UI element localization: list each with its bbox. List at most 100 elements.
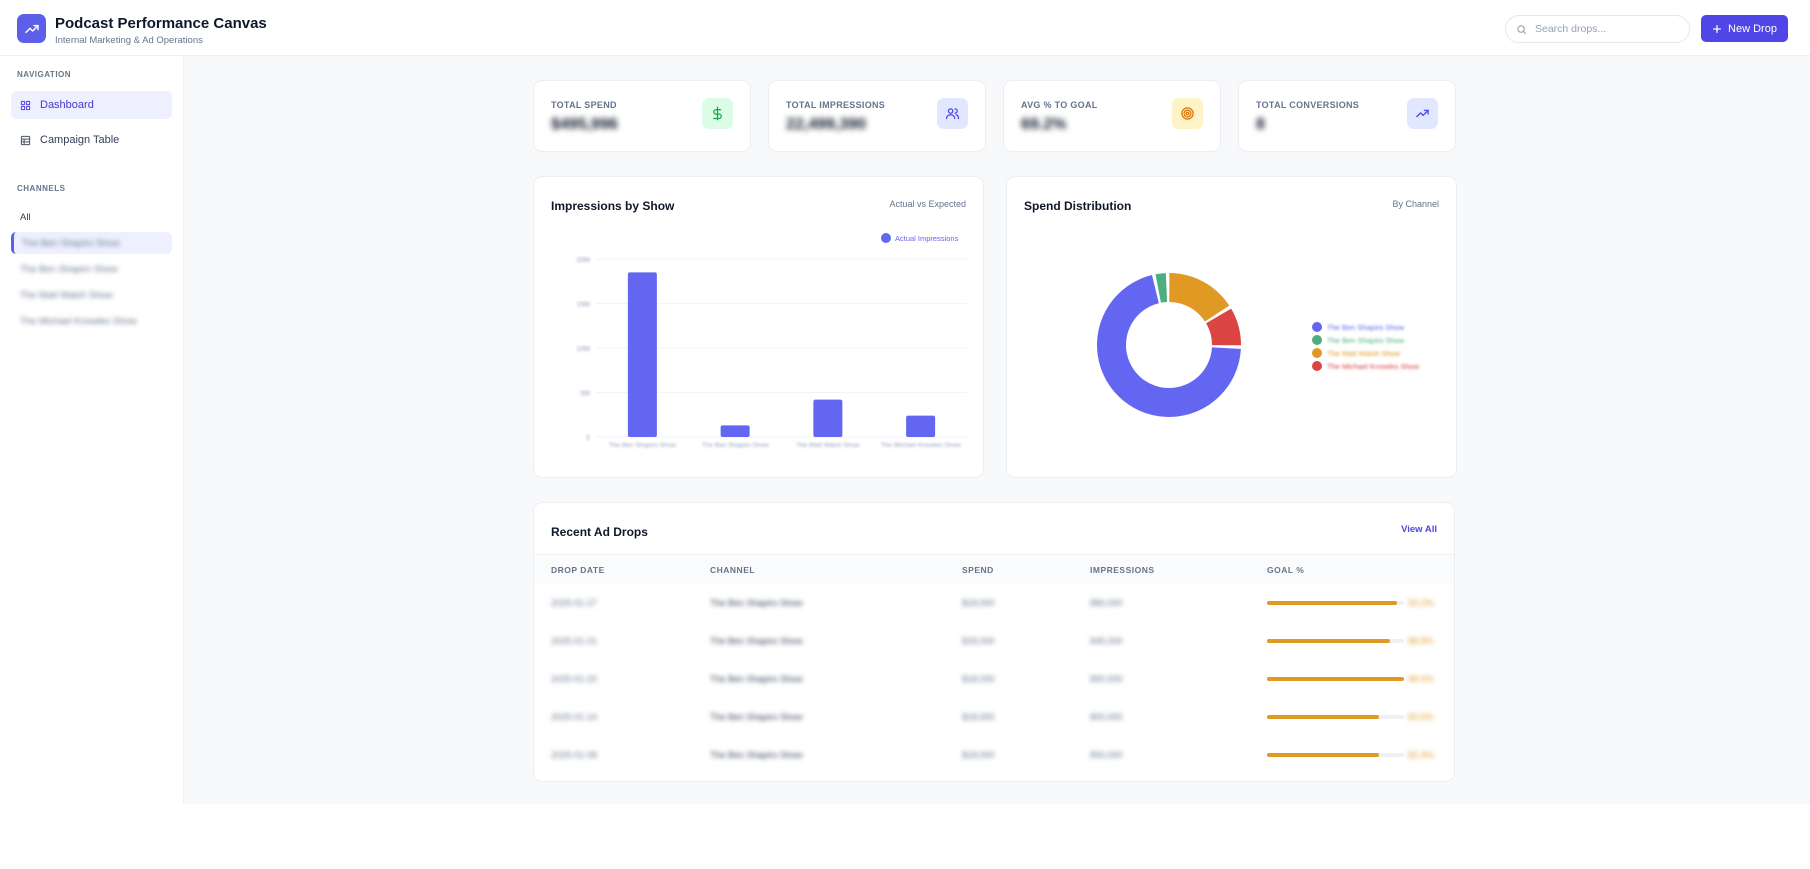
channel-item[interactable]: The Ben Shapiro Show bbox=[11, 258, 172, 280]
cell-goal: 93.2% bbox=[1408, 598, 1434, 608]
target-icon bbox=[1181, 107, 1194, 120]
stat-card-total-impressions: TOTAL IMPRESSIONS 22,499,390 bbox=[768, 80, 986, 152]
stat-icon-box bbox=[702, 98, 733, 129]
goal-progress-fill bbox=[1267, 715, 1380, 719]
channels-section-label: CHANNELS bbox=[17, 184, 66, 193]
channel-item[interactable]: The Michael Knowles Show bbox=[11, 310, 172, 332]
cell-spend: $18,000 bbox=[962, 750, 995, 760]
goal-progress-bar bbox=[1267, 601, 1404, 605]
table-row[interactable]: 2025-01-08 The Ben Shapiro Show $18,000 … bbox=[534, 736, 1454, 774]
cell-channel: The Ben Shapiro Show bbox=[710, 674, 803, 684]
cell-spend: $18,000 bbox=[962, 598, 995, 608]
stat-value: 69.2% bbox=[1021, 116, 1067, 133]
legend-swatch bbox=[1312, 322, 1322, 332]
app-title: Podcast Performance Canvas bbox=[55, 15, 267, 32]
app-logo bbox=[17, 14, 46, 43]
stat-card-avg-goal: AVG % TO GOAL 69.2% bbox=[1003, 80, 1221, 152]
x-tick-label: The Matt Walsh Show bbox=[796, 442, 860, 449]
table-row[interactable]: 2025-01-20 The Ben Shapiro Show $18,000 … bbox=[534, 660, 1454, 698]
impressions-chart-card: Impressions by Show Actual vs Expected 0… bbox=[533, 176, 984, 478]
legend-label: Actual Impressions bbox=[895, 234, 959, 243]
stat-icon-box bbox=[1407, 98, 1438, 129]
search-box[interactable] bbox=[1505, 15, 1690, 43]
card-title: Spend Distribution bbox=[1024, 199, 1132, 213]
stat-label: TOTAL IMPRESSIONS bbox=[786, 100, 886, 110]
cell-date: 2025-01-08 bbox=[551, 750, 598, 760]
channel-label: The Ben Shapiro Show bbox=[22, 237, 120, 249]
channel-item[interactable]: The Matt Walsh Show bbox=[11, 284, 172, 306]
cell-spend: $18,000 bbox=[962, 636, 995, 646]
column-header[interactable]: DROP DATE bbox=[551, 565, 605, 575]
cell-channel: The Ben Shapiro Show bbox=[710, 636, 803, 646]
goal-progress-fill bbox=[1267, 677, 1404, 681]
legend-swatch bbox=[1312, 361, 1322, 371]
goal-progress-bar bbox=[1267, 677, 1404, 681]
column-header[interactable]: IMPRESSIONS bbox=[1090, 565, 1155, 575]
cell-impressions: 845,000 bbox=[1090, 636, 1123, 646]
channel-label: The Michael Knowles Show bbox=[20, 315, 137, 327]
goal-progress-bar bbox=[1267, 715, 1404, 719]
sidebar-item-campaign-table[interactable]: Campaign Table bbox=[11, 126, 172, 154]
donut-slice bbox=[1169, 273, 1230, 322]
column-header[interactable]: GOAL % bbox=[1267, 565, 1305, 575]
stat-value: 22,499,390 bbox=[786, 116, 867, 133]
search-input[interactable] bbox=[1535, 23, 1675, 35]
table-row[interactable]: 2025-01-21 The Ben Shapiro Show $18,000 … bbox=[534, 622, 1454, 660]
goal-progress-bar bbox=[1267, 639, 1404, 643]
cell-date: 2025-01-21 bbox=[551, 636, 598, 646]
cell-spend: $18,000 bbox=[962, 712, 995, 722]
cell-goal: 98.4% bbox=[1408, 674, 1434, 684]
dollar-icon bbox=[713, 106, 722, 121]
goal-progress-fill bbox=[1267, 753, 1380, 757]
column-header[interactable]: CHANNEL bbox=[710, 565, 756, 575]
stat-value: 8 bbox=[1256, 116, 1265, 133]
stat-label: AVG % TO GOAL bbox=[1021, 100, 1098, 110]
donut-slice bbox=[1155, 273, 1168, 303]
channel-label: All bbox=[20, 211, 31, 223]
card-subtitle: By Channel bbox=[1392, 199, 1439, 209]
bar bbox=[906, 415, 936, 437]
legend-swatch bbox=[1312, 348, 1322, 358]
bar bbox=[627, 272, 657, 437]
column-header[interactable]: SPEND bbox=[962, 565, 994, 575]
cell-impressions: 880,000 bbox=[1090, 598, 1123, 608]
cell-impressions: 890,000 bbox=[1090, 674, 1123, 684]
legend-label: The Michael Knowles Show bbox=[1327, 362, 1420, 371]
card-title: Recent Ad Drops bbox=[551, 525, 648, 539]
cell-date: 2025-01-20 bbox=[551, 674, 598, 684]
card-subtitle: Actual vs Expected bbox=[889, 199, 966, 209]
stat-label: TOTAL SPEND bbox=[551, 100, 617, 110]
nav-section-label: NAVIGATION bbox=[17, 70, 72, 79]
channel-item[interactable]: The Ben Shapiro Show bbox=[11, 232, 172, 254]
donut-slice bbox=[1097, 275, 1241, 417]
cell-goal: 82.6% bbox=[1408, 712, 1434, 722]
stat-value: $495,996 bbox=[551, 116, 618, 133]
table-row[interactable]: 2025-01-14 The Ben Shapiro Show $18,000 … bbox=[534, 698, 1454, 736]
x-tick-label: The Ben Shapiro Show bbox=[702, 442, 769, 449]
sidebar-item-dashboard[interactable]: Dashboard bbox=[11, 91, 172, 119]
stat-icon-box bbox=[1172, 98, 1203, 129]
table-row[interactable]: 2025-01-27 The Ben Shapiro Show $18,000 … bbox=[534, 584, 1454, 622]
cell-date: 2025-01-27 bbox=[551, 598, 598, 608]
app-subtitle: Internal Marketing & Ad Operations bbox=[55, 35, 203, 46]
new-drop-button[interactable]: New Drop bbox=[1701, 15, 1788, 42]
cell-goal: 88.8% bbox=[1408, 636, 1434, 646]
legend-swatch bbox=[1312, 335, 1322, 345]
goal-progress-fill bbox=[1267, 601, 1398, 605]
view-all-link[interactable]: View All bbox=[1401, 524, 1437, 535]
trending-up-icon bbox=[1416, 109, 1429, 118]
cell-impressions: 800,000 bbox=[1090, 712, 1123, 722]
bar bbox=[813, 399, 843, 437]
cell-spend: $18,000 bbox=[962, 674, 995, 684]
trending-up-icon bbox=[24, 24, 39, 33]
page-footer-area bbox=[0, 804, 1810, 869]
spend-donut-chart: The Ben Shapiro Show The Ben Shapiro Show… bbox=[1097, 273, 1420, 417]
legend-label: The Ben Shapiro Show bbox=[1327, 323, 1405, 332]
channel-item-all[interactable]: All bbox=[11, 206, 172, 228]
search-icon bbox=[1517, 24, 1527, 34]
cell-channel: The Ben Shapiro Show bbox=[710, 750, 803, 760]
stat-label: TOTAL CONVERSIONS bbox=[1256, 100, 1360, 110]
goal-progress-bar bbox=[1267, 753, 1404, 757]
card-title: Impressions by Show bbox=[551, 199, 675, 213]
y-tick-label: 5M bbox=[580, 391, 590, 398]
